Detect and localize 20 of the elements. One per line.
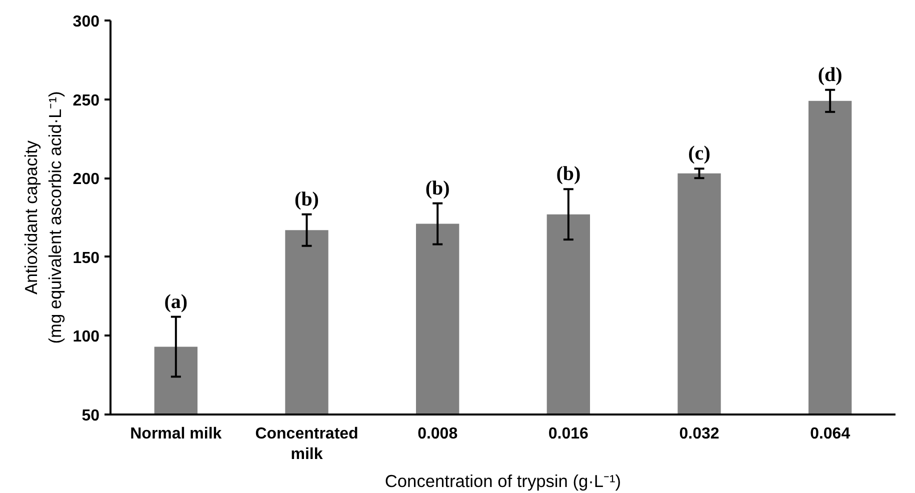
annotation: (b) xyxy=(556,163,581,186)
annotation: (d) xyxy=(818,64,842,86)
annotation: (b) xyxy=(425,177,450,200)
annotation: (c) xyxy=(688,142,710,165)
y-tick-label: 150 xyxy=(72,250,100,267)
y-axis-title: Antioxidant capacity (mg equivalent ascorbic acid·L⁻¹) xyxy=(20,91,65,344)
x-tick-label: Normal milk xyxy=(130,426,222,442)
x-tick-label: 0.064 xyxy=(810,426,850,442)
y-tick-label: 200 xyxy=(72,171,100,188)
y-tick-label: 250 xyxy=(72,92,100,110)
annotation: (b) xyxy=(294,188,319,210)
x-tick-label: 0.032 xyxy=(679,426,720,442)
x-tick-label: 0.016 xyxy=(548,426,589,442)
annotation: (a) xyxy=(164,290,188,313)
y-tick-label: 50 xyxy=(82,408,100,424)
y-tick-label: 100 xyxy=(72,328,100,346)
x-tick-label: Concentrated milk xyxy=(255,426,358,463)
x-axis-title: Concentration of trypsin (g·L⁻¹) xyxy=(384,470,622,491)
x-tick-label: 0.008 xyxy=(418,426,458,442)
y-tick-label: 300 xyxy=(72,14,100,30)
